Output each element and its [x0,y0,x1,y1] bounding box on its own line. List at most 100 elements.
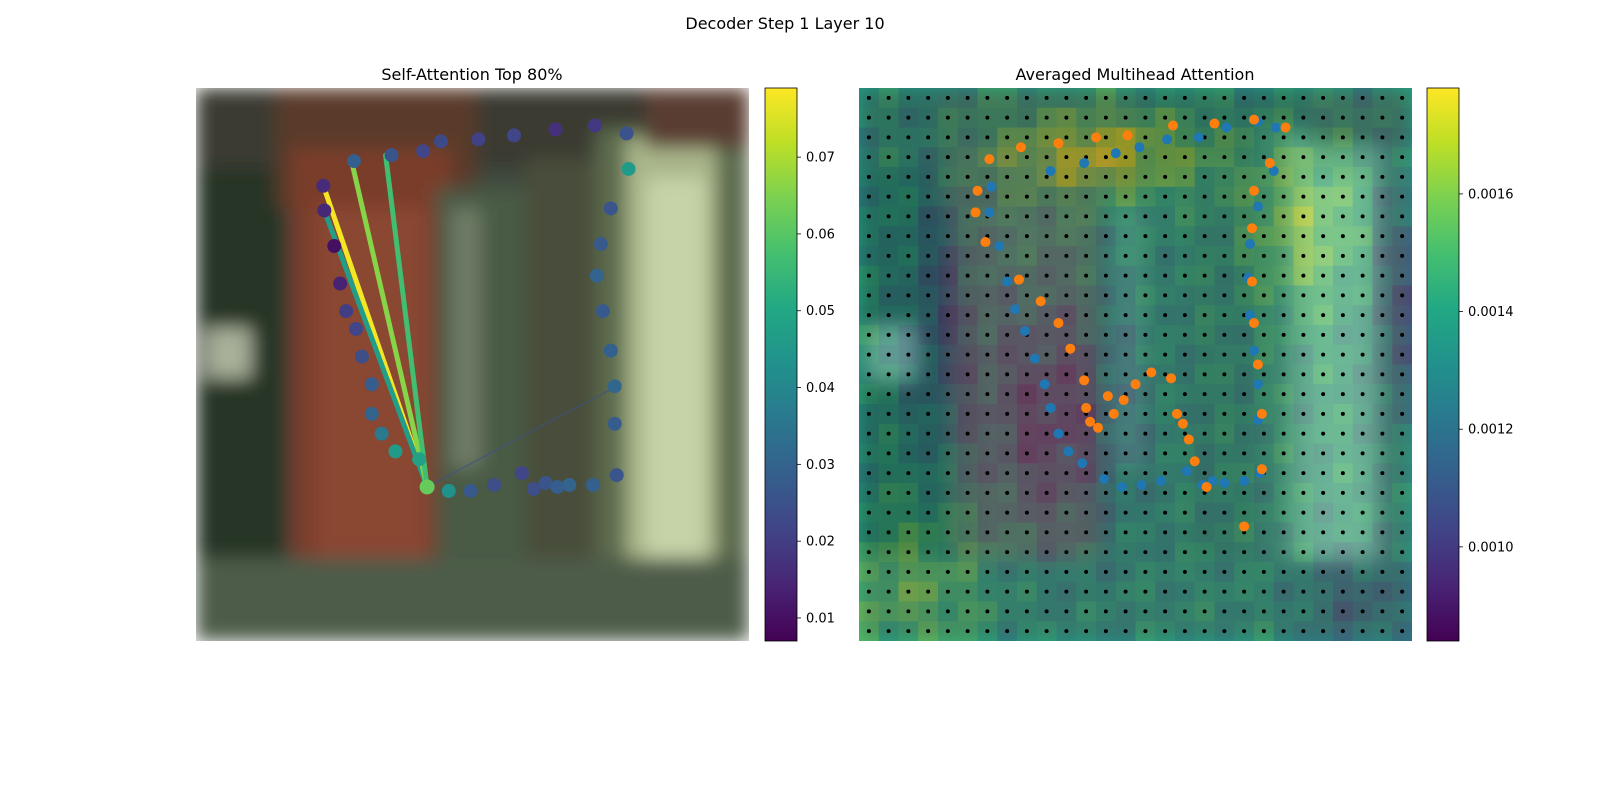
grid-point [1380,451,1385,456]
grid-point [1044,313,1049,318]
grid-point [1360,313,1365,318]
grid-point [1360,431,1365,436]
grid-point [1380,194,1385,199]
grid-point [1044,471,1049,476]
series-point [1045,165,1056,176]
grid-point [1202,589,1207,594]
grid-point [926,194,931,199]
grid-point [1281,411,1286,416]
token-point [333,276,348,291]
grid-point [1242,95,1247,100]
series-point [1249,345,1259,356]
grid-point [1103,569,1108,574]
grid-point [926,530,931,535]
grid-point [1340,372,1345,377]
grid-point [1222,273,1227,278]
grid-point [1340,313,1345,318]
panel-title: Averaged Multihead Attention [1016,65,1255,84]
grid-point [1281,589,1286,594]
grid-point [1182,372,1187,377]
grid-point [965,609,970,614]
grid-point [1182,392,1187,397]
series-point [1268,165,1279,176]
grid-point [866,273,871,278]
grid-point [1321,629,1326,634]
grid-point [866,609,871,614]
grid-point [866,471,871,476]
grid-point [1321,253,1326,258]
grid-point [1222,352,1227,357]
grid-point [1143,332,1148,337]
grid-point [1024,135,1029,140]
grid-point [1182,155,1187,160]
grid-point [1163,510,1168,515]
grid-point [866,550,871,555]
grid-point [1005,451,1010,456]
grid-point [1261,174,1266,179]
grid-point [1163,392,1168,397]
series-point [1053,138,1064,149]
series-point [1193,132,1204,143]
grid-point [1301,550,1306,555]
grid-point [1024,115,1029,120]
grid-point [1380,372,1385,377]
grid-point [945,293,950,298]
grid-point [1400,431,1405,436]
grid-point [1261,530,1266,535]
attention-link [383,152,430,490]
grid-point [1360,589,1365,594]
colorbar [1426,87,1460,642]
grid-point [1143,451,1148,456]
grid-point [1400,135,1405,140]
token-point [374,426,389,441]
grid-point [1400,174,1405,179]
grid-point [1143,569,1148,574]
grid-point [965,95,970,100]
grid-point [886,510,891,515]
grid-point [945,431,950,436]
series-point [1181,466,1192,477]
grid-point [1182,214,1187,219]
grid-point [1281,135,1286,140]
grid-point [886,629,891,634]
grid-point [985,431,990,436]
token-point [589,268,604,283]
grid-point [1360,95,1365,100]
grid-point [945,174,950,179]
grid-point [1242,372,1247,377]
grid-point [926,589,931,594]
grid-point [1242,194,1247,199]
grid-point [985,332,990,337]
grid-point [1024,234,1029,239]
grid-point [1103,629,1108,634]
grid-point [1024,411,1029,416]
grid-point [1143,510,1148,515]
grid-point [1103,352,1108,357]
grid-point [1202,313,1207,318]
grid-point [985,589,990,594]
grid-point [1380,155,1385,160]
grid-point [1103,589,1108,594]
grid-point [1143,95,1148,100]
grid-point [1242,490,1247,495]
grid-point [965,234,970,239]
grid-point [1202,194,1207,199]
grid-point [1242,471,1247,476]
grid-point [1242,510,1247,515]
grid-point [1064,629,1069,634]
grid-point [1024,530,1029,535]
grid-point [1163,194,1168,199]
grid-point [866,135,871,140]
grid-point [1301,451,1306,456]
grid-point [1182,431,1187,436]
token-point [384,148,399,163]
grid-points [866,95,1405,634]
grid-point [1163,372,1168,377]
grid-point [1143,115,1148,120]
grid-point [1123,115,1128,120]
grid-point [1340,589,1345,594]
grid-point [1143,174,1148,179]
grid-point [1064,372,1069,377]
grid-point [1044,510,1049,515]
grid-point [1281,313,1286,318]
